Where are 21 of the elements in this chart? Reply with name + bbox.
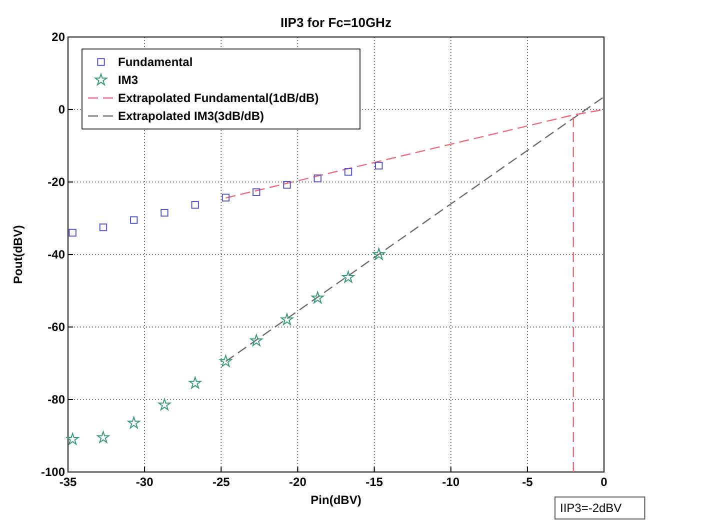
x-tick-label: 0 xyxy=(600,474,608,489)
legend-label: Extrapolated IM3(3dB/dB) xyxy=(118,109,264,123)
y-tick-label: 20 xyxy=(52,30,66,44)
x-axis-title: Pin(dBV) xyxy=(310,493,362,507)
y-tick-label: -40 xyxy=(48,247,66,262)
y-tick-label: -80 xyxy=(48,392,66,406)
x-tick-label: -5 xyxy=(522,474,534,489)
y-tick-label: 0 xyxy=(58,102,66,116)
legend-label: IM3 xyxy=(118,73,138,87)
legend-label: Fundamental xyxy=(118,55,193,69)
y-tick-label: -20 xyxy=(48,174,66,189)
x-tick-label: -20 xyxy=(289,474,307,489)
y-tick-label: -60 xyxy=(48,320,66,334)
legend-label: Extrapolated Fundamental(1dB/dB) xyxy=(118,91,319,105)
x-tick-label: -25 xyxy=(212,474,230,489)
x-tick-label: -15 xyxy=(366,474,384,489)
y-axis-title: Pout(dBV) xyxy=(11,225,25,284)
x-tick-label: -10 xyxy=(442,474,460,489)
x-tick-label: -30 xyxy=(136,474,154,489)
chart-title: IIP3 for Fc=10GHz xyxy=(280,15,392,30)
text: IIP3=-2dBV xyxy=(560,501,622,515)
